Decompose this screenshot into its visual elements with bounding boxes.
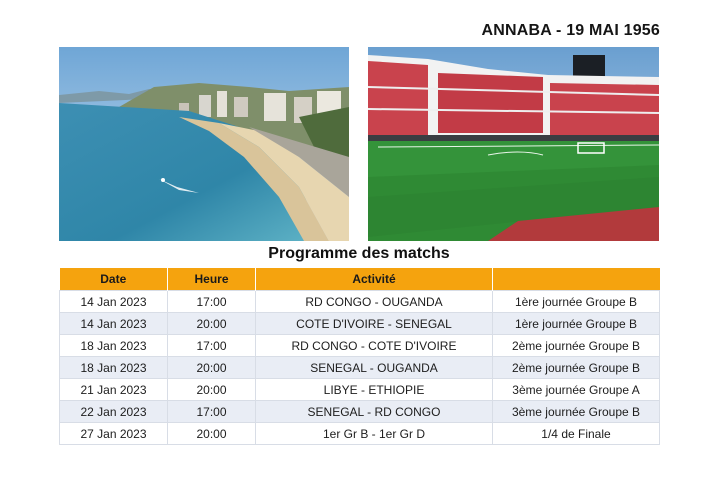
match-cell: RD CONGO - COTE D'IVOIRE	[255, 334, 493, 357]
match-cell: COTE D'IVOIRE - SENEGAL	[255, 312, 493, 335]
column-header-date: Date	[59, 268, 168, 291]
table-row: 18 Jan 2023 17:00 RD CONGO - COTE D'IVOI…	[59, 334, 660, 357]
column-header-stage	[492, 268, 660, 291]
schedule-title: Programme des matchs	[268, 245, 450, 262]
table-row: 18 Jan 2023 20:00 SENEGAL - OUGANDA 2ème…	[59, 356, 660, 379]
date-cell: 27 Jan 2023	[59, 422, 168, 445]
stage-cell: 3ème journée Groupe B	[492, 400, 660, 423]
date-cell: 18 Jan 2023	[59, 334, 168, 357]
column-header-time: Heure	[167, 268, 256, 291]
time-cell: 20:00	[167, 378, 256, 401]
date-cell: 22 Jan 2023	[59, 400, 168, 423]
stage-cell: 1ère journée Groupe B	[492, 290, 660, 313]
match-cell: LIBYE - ETHIOPIE	[255, 378, 493, 401]
time-cell: 20:00	[167, 356, 256, 379]
time-cell: 17:00	[167, 290, 256, 313]
date-cell: 18 Jan 2023	[59, 356, 168, 379]
time-cell: 17:00	[167, 334, 256, 357]
match-cell: SENEGAL - OUGANDA	[255, 356, 493, 379]
stage-cell: 2ème journée Groupe B	[492, 334, 660, 357]
beach-photo	[59, 47, 349, 241]
stadium-photo	[368, 47, 659, 241]
table-row: 27 Jan 2023 20:00 1er Gr B - 1er Gr D 1/…	[59, 422, 660, 445]
stage-cell: 1/4 de Finale	[492, 422, 660, 445]
table-row: 22 Jan 2023 17:00 SENEGAL - RD CONGO 3èm…	[59, 400, 660, 423]
table-row: 14 Jan 2023 17:00 RD CONGO - OUGANDA 1èr…	[59, 290, 660, 313]
time-cell: 17:00	[167, 400, 256, 423]
table-row: 14 Jan 2023 20:00 COTE D'IVOIRE - SENEGA…	[59, 312, 660, 335]
time-cell: 20:00	[167, 312, 256, 335]
date-cell: 21 Jan 2023	[59, 378, 168, 401]
match-cell: RD CONGO - OUGANDA	[255, 290, 493, 313]
match-schedule-table: Date Heure Activité 14 Jan 2023 17:00 RD…	[59, 268, 660, 445]
match-cell: SENEGAL - RD CONGO	[255, 400, 493, 423]
date-cell: 14 Jan 2023	[59, 312, 168, 335]
stage-cell: 2ème journée Groupe B	[492, 356, 660, 379]
table-row: 21 Jan 2023 20:00 LIBYE - ETHIOPIE 3ème …	[59, 378, 660, 401]
date-cell: 14 Jan 2023	[59, 290, 168, 313]
venue-date-title: ANNABA - 19 MAI 1956	[481, 22, 660, 39]
stage-cell: 3ème journée Groupe A	[492, 378, 660, 401]
time-cell: 20:00	[167, 422, 256, 445]
column-header-activity: Activité	[255, 268, 493, 291]
table-header-row: Date Heure Activité	[59, 268, 660, 291]
stage-cell: 1ère journée Groupe B	[492, 312, 660, 335]
match-cell: 1er Gr B - 1er Gr D	[255, 422, 493, 445]
